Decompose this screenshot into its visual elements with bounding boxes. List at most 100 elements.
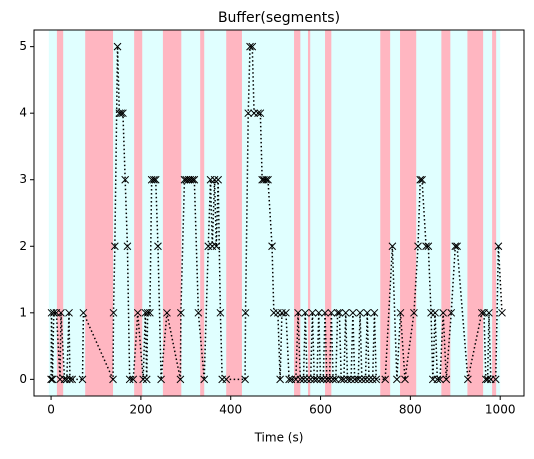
marker [308, 308, 317, 317]
marker [322, 375, 331, 384]
marker [262, 175, 271, 184]
marker [331, 375, 340, 384]
marker [453, 242, 461, 251]
marker [216, 308, 225, 317]
marker [363, 308, 372, 317]
marker [109, 308, 118, 317]
marker [350, 375, 359, 384]
marker [47, 375, 55, 384]
marker [464, 375, 472, 384]
marker [150, 175, 158, 184]
plot-frame [33, 29, 525, 397]
marker [241, 375, 249, 384]
marker [337, 375, 346, 384]
marker [303, 375, 311, 384]
marker [485, 308, 493, 317]
marker [447, 308, 456, 317]
span [48, 30, 501, 396]
y-tick-label: 4 [19, 106, 27, 120]
marker [154, 242, 162, 251]
marker [433, 375, 442, 384]
marker [79, 308, 88, 317]
marker [119, 109, 127, 118]
y-tick-label: 3 [19, 172, 27, 186]
marker [163, 308, 171, 317]
marker [325, 375, 334, 384]
marker [268, 242, 276, 251]
span [294, 30, 301, 396]
span [162, 30, 182, 396]
marker [370, 308, 379, 317]
marker [494, 242, 503, 251]
marker [422, 242, 430, 251]
marker [200, 375, 209, 384]
marker [491, 375, 500, 384]
marker [248, 42, 257, 51]
marker [60, 375, 69, 384]
marker [194, 308, 203, 317]
marker [117, 109, 125, 118]
y-tick-label: 0 [19, 372, 27, 386]
marker [410, 308, 418, 317]
marker [282, 308, 290, 317]
marker [133, 308, 142, 317]
marker [316, 375, 325, 384]
marker [129, 375, 138, 384]
marker [401, 375, 409, 384]
marker [62, 375, 71, 384]
marker [321, 308, 329, 317]
marker [314, 308, 323, 317]
marker [299, 375, 308, 384]
marker [65, 308, 73, 317]
marker [214, 175, 222, 184]
marker [125, 375, 134, 384]
marker [358, 375, 366, 384]
marker [347, 375, 355, 384]
marker [241, 308, 250, 317]
marker [188, 175, 197, 184]
marker [414, 242, 422, 251]
marker [276, 375, 284, 384]
marker [361, 375, 370, 384]
span [85, 30, 114, 396]
marker [244, 109, 253, 118]
marker [310, 375, 319, 384]
marker [176, 375, 185, 384]
x-tick-label: 800 [399, 403, 422, 417]
span [134, 30, 143, 396]
marker [313, 375, 321, 384]
chart-title: Buffer(segments) [218, 10, 340, 26]
marker [418, 175, 426, 184]
marker [306, 375, 315, 384]
marker [296, 375, 305, 384]
marker [372, 375, 381, 384]
span [380, 30, 391, 396]
span [492, 30, 497, 396]
marker [151, 175, 160, 184]
marker [157, 375, 165, 384]
marker [146, 308, 154, 317]
marker [349, 308, 357, 317]
marker [115, 109, 124, 118]
marker [381, 375, 390, 384]
data-line [50, 45, 503, 381]
marker [436, 375, 444, 384]
marker [451, 242, 460, 251]
marker [340, 375, 348, 384]
marker [285, 375, 293, 384]
marker [57, 308, 65, 317]
marker [190, 175, 199, 184]
marker [142, 375, 151, 384]
marker [483, 375, 492, 384]
span [307, 30, 311, 396]
span [441, 30, 451, 396]
marker [388, 242, 397, 251]
span [56, 30, 64, 396]
marker [222, 375, 231, 384]
x-tick-label: 0 [47, 403, 55, 417]
marker [301, 308, 310, 317]
marker [78, 375, 87, 384]
span [400, 30, 417, 396]
marker [393, 375, 401, 384]
